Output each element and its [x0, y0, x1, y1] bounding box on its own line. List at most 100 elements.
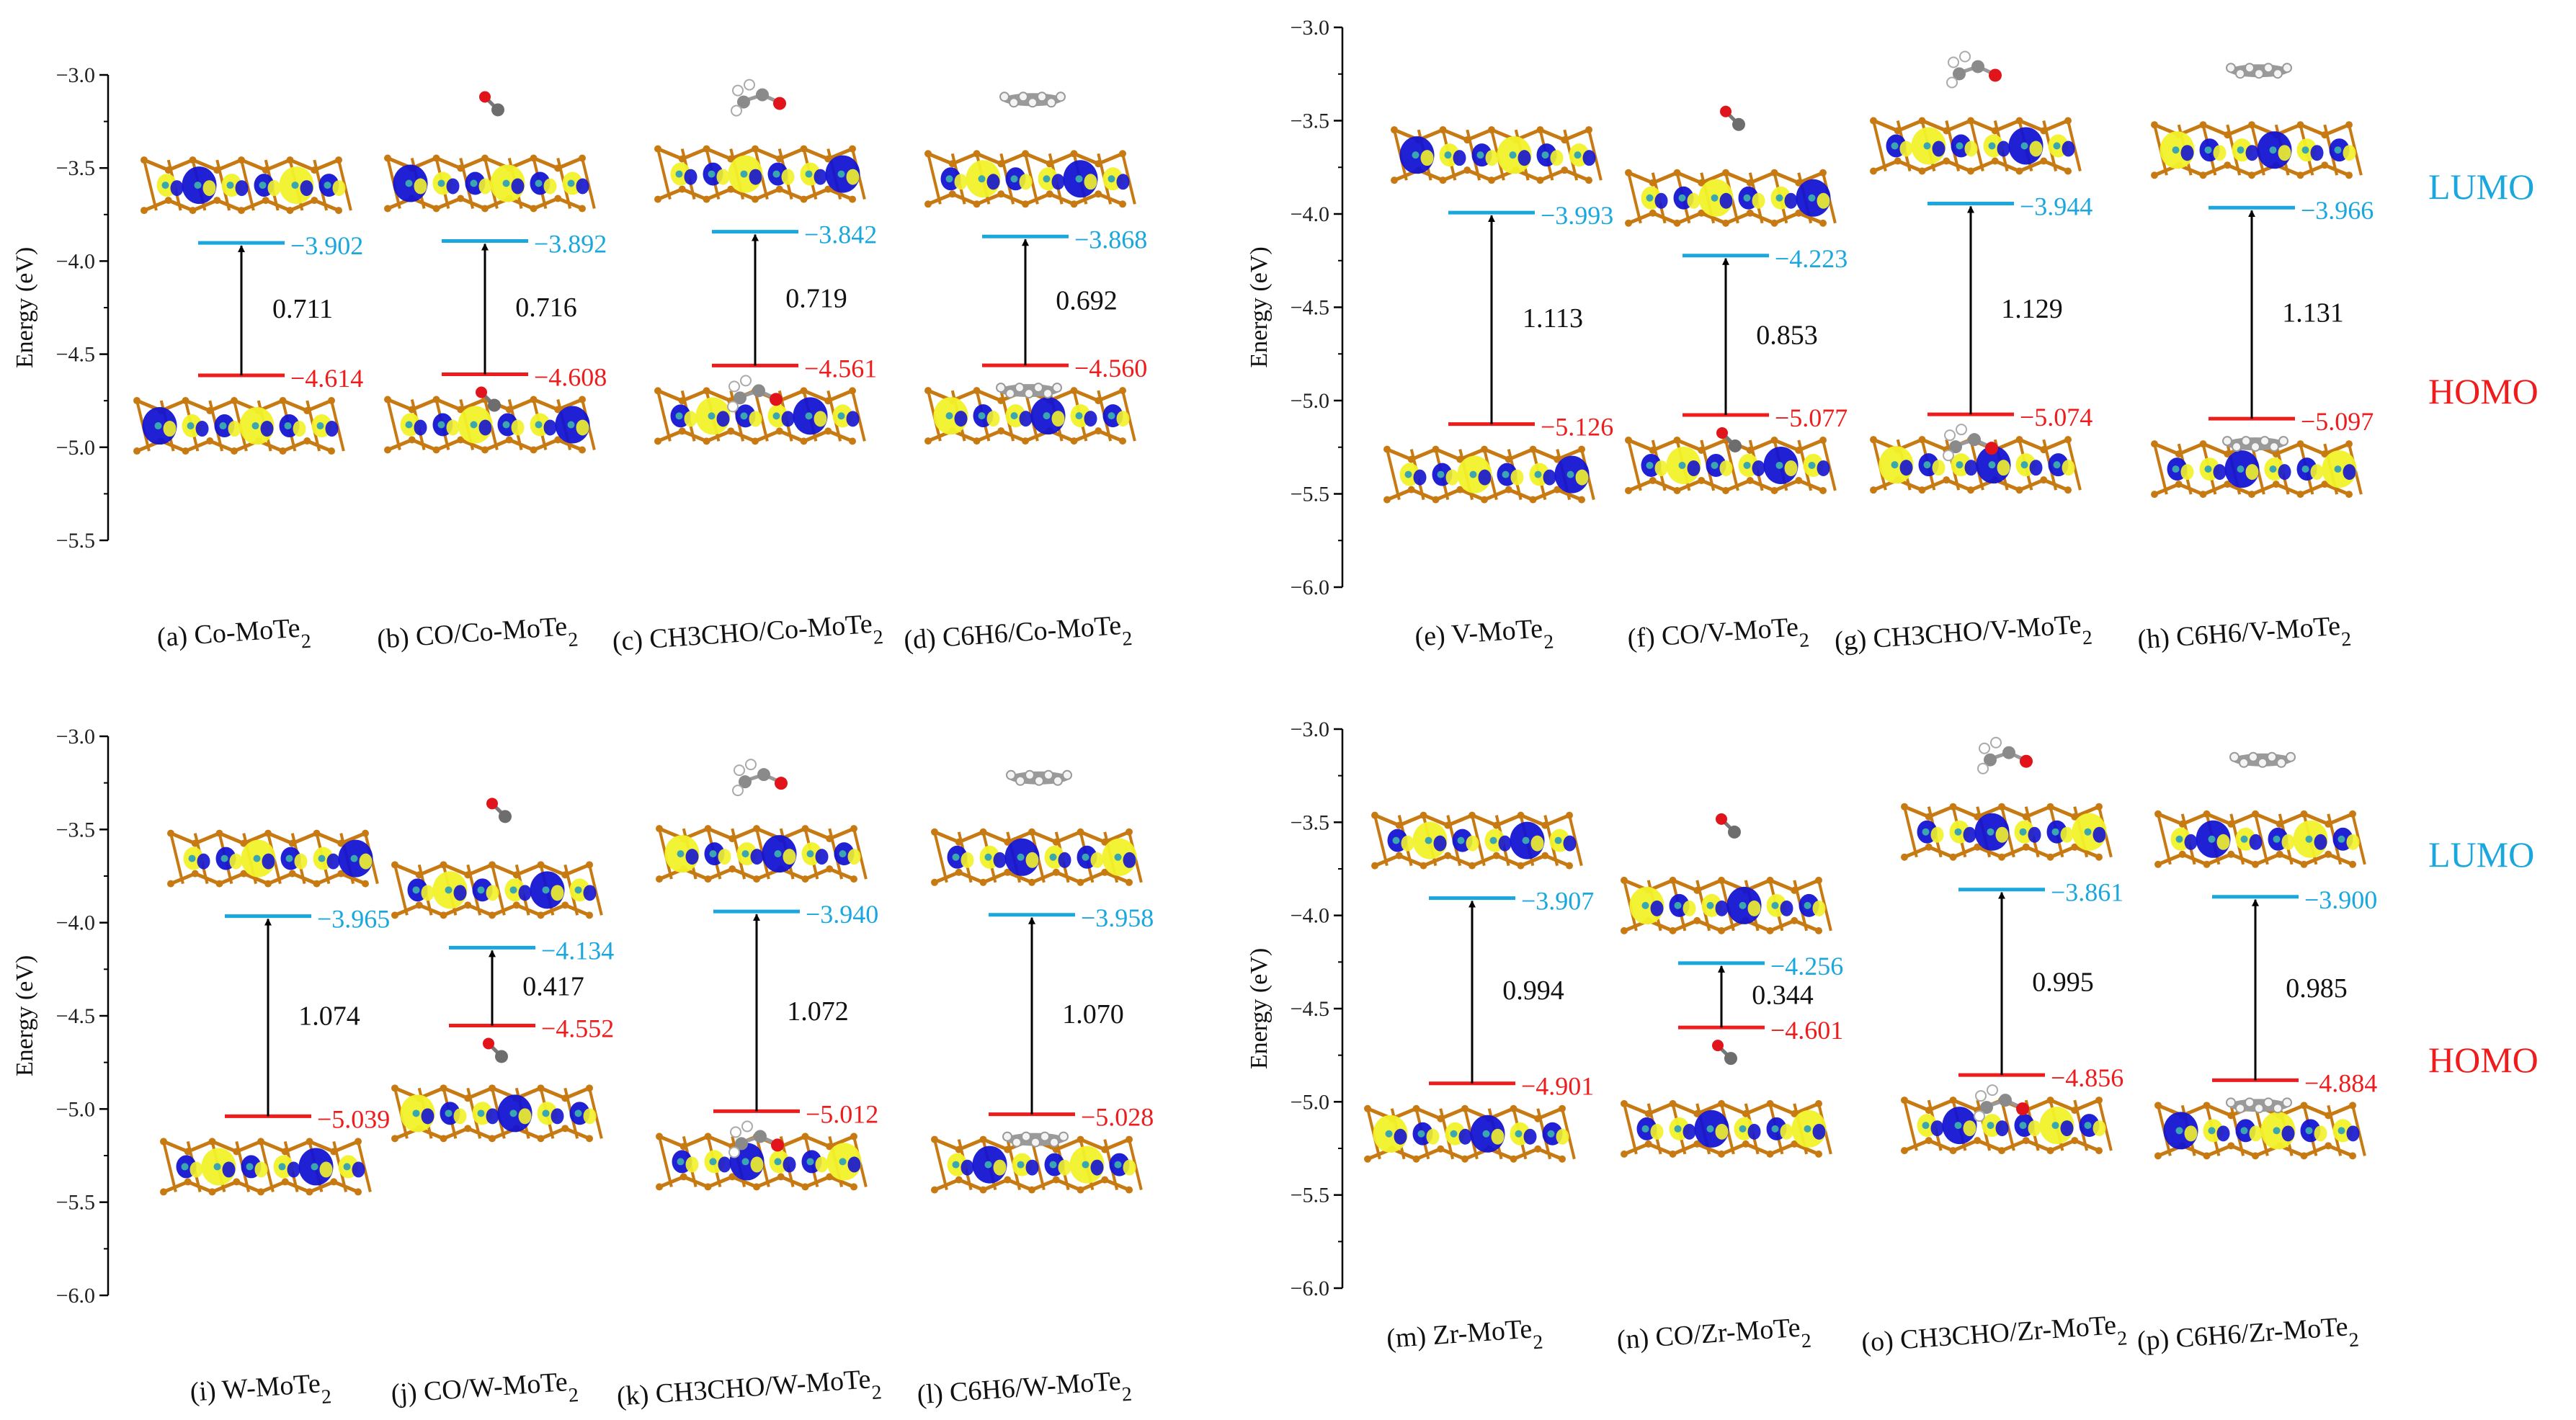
- y-tick-label: −3.5: [1291, 110, 1329, 133]
- y-tick-label: −3.0: [56, 725, 95, 749]
- system-caption: (a) Co-MoTe2: [156, 612, 312, 663]
- panel-bottom-right: −3.0 −3.5 −4.0 −4.5 −5.0 −5.5 −6.0 Energy (eV) −…: [1246, 718, 2377, 1366]
- lumo-orbital-slab: [924, 150, 1136, 208]
- gap-value-label: 0.719: [785, 283, 847, 313]
- system-4: −3.900 −4.884 0.985 (p) C6H6/Zr-MoTe2: [2136, 751, 2377, 1366]
- lumo-orbital-slab: [391, 861, 603, 919]
- lumo-orbital-slab: [1391, 126, 1603, 184]
- adsorbate-lumo-molecule: [1946, 50, 2002, 89]
- y-tick-label: −4.0: [1291, 202, 1329, 226]
- homo-orbital-slab: [133, 397, 345, 455]
- lumo-orbital-slab: [1901, 803, 2113, 861]
- lumo-value-label: −3.940: [806, 900, 878, 929]
- system-caption: (c) CH3CHO/Co-MoTe2: [611, 608, 883, 667]
- y-axis-title: Energy (eV): [1246, 246, 1273, 367]
- homo-orbital-slab: [391, 1084, 603, 1143]
- homo-value-label: −5.077: [1775, 403, 1848, 432]
- adsorbate-homo-molecule: [1002, 1131, 1069, 1148]
- system-caption: (i) W-MoTe2: [189, 1367, 332, 1417]
- y-tick-label: −4.5: [56, 1004, 95, 1028]
- legend-homo-label-lower: HOMO: [2428, 1040, 2539, 1080]
- adsorbate-homo-molecule: [996, 383, 1062, 399]
- adsorbate-homo-molecule: [727, 375, 783, 413]
- homo-value-label: −4.884: [2304, 1068, 2377, 1097]
- system-caption: (p) C6H6/Zr-MoTe2: [2136, 1310, 2360, 1366]
- homo-orbital-slab: [384, 396, 596, 454]
- y-tick-label: −5.5: [1291, 1184, 1329, 1207]
- system-caption: (n) CO/Zr-MoTe2: [1615, 1312, 1811, 1365]
- adsorbate-lumo-molecule: [1006, 769, 1072, 786]
- system-caption: (l) C6H6/W-MoTe2: [916, 1365, 1133, 1420]
- homo-orbital-slab: [1383, 445, 1595, 504]
- homo-value-label: −5.097: [2301, 407, 2374, 436]
- adsorbate-lumo-molecule: [1716, 813, 1741, 839]
- lumo-orbital-slab: [384, 154, 596, 213]
- lumo-orbital-slab: [141, 156, 352, 215]
- y-tick-label: −3.0: [1291, 16, 1329, 40]
- system-caption: (e) V-MoTe2: [1414, 612, 1554, 662]
- system-2: −3.892 −4.608 0.716 (b) CO/Co-MoTe2: [376, 91, 607, 655]
- homo-value-label: −5.126: [1541, 413, 1613, 442]
- lumo-value-label: −3.965: [317, 905, 390, 934]
- y-tick-label: −6.0: [56, 1284, 95, 1308]
- homo-value-label: −4.601: [1770, 1016, 1843, 1045]
- system-caption: (g) CH3CHO/V-MoTe2: [1834, 609, 2093, 666]
- homo-orbital-slab: [1625, 436, 1837, 494]
- homo-orbital-slab: [656, 1133, 868, 1191]
- homo-value-label: −5.012: [806, 1099, 878, 1128]
- y-tick-label: −4.0: [56, 911, 95, 935]
- y-tick-label: −5.0: [1291, 389, 1329, 413]
- gap-value-label: 1.129: [2001, 294, 2063, 324]
- gap-value-label: 1.072: [787, 996, 849, 1027]
- homo-value-label: −5.028: [1081, 1103, 1154, 1132]
- adsorbate-homo-molecule: [728, 1120, 784, 1158]
- system-1: −3.965 −5.039 1.074 (i) W-MoTe2: [160, 829, 390, 1417]
- lumo-value-label: −3.900: [2304, 885, 2377, 914]
- legend-homo-label: HOMO: [2428, 371, 2539, 411]
- gap-value-label: 0.995: [2032, 967, 2094, 997]
- system-3: −3.842 −4.561 0.719 (c) CH3CHO/Co-MoTe2: [611, 79, 884, 667]
- system-caption: (h) C6H6/V-MoTe2: [2136, 610, 2352, 665]
- adsorbate-lumo-molecule: [1720, 105, 1745, 131]
- lumo-value-label: −3.892: [534, 229, 607, 258]
- system-1: −3.902 −4.614 0.711 (a) Co-MoTe2: [133, 156, 363, 663]
- homo-orbital-slab: [1364, 1104, 1576, 1163]
- gap-value-label: 1.070: [1062, 999, 1124, 1030]
- lumo-orbital-slab: [2151, 121, 2363, 179]
- adsorbate-homo-molecule: [483, 1037, 508, 1063]
- system-caption: (j) CO/W-MoTe2: [390, 1366, 579, 1419]
- legend-lumo-label: LUMO: [2428, 166, 2534, 207]
- lumo-value-label: −3.993: [1541, 201, 1613, 230]
- gap-value-label: 0.711: [272, 294, 333, 324]
- gap-value-label: 0.985: [2286, 973, 2348, 1004]
- y-axis-title: Energy (eV): [1246, 948, 1273, 1069]
- y-tick-label: −5.5: [56, 529, 95, 553]
- homo-value-label: −5.074: [2020, 403, 2093, 432]
- y-axis-title: Energy (eV): [12, 955, 38, 1076]
- lumo-value-label: −3.944: [2020, 192, 2093, 220]
- adsorbate-lumo-molecule: [2229, 751, 2296, 768]
- homo-value-label: −4.608: [534, 363, 607, 392]
- gap-value-label: 0.716: [515, 293, 577, 323]
- homo-orbital-slab: [160, 1138, 372, 1196]
- y-tick-label: −5.0: [56, 436, 95, 460]
- system-1: −3.907 −4.901 0.994 (m) Zr-MoTe2: [1364, 811, 1594, 1354]
- system-2: −4.223 −5.077 0.853 (f) CO/V-MoTe2: [1625, 105, 1848, 654]
- y-tick-label: −3.5: [56, 156, 95, 180]
- y-tick-label: −4.0: [1291, 904, 1329, 928]
- lumo-value-label: −3.868: [1074, 225, 1147, 254]
- lumo-orbital-slab: [931, 828, 1143, 886]
- system-3: −3.944 −5.074 1.129 (g) CH3CHO/V-MoTe2: [1834, 50, 2093, 666]
- adsorbate-homo-molecule: [476, 386, 501, 412]
- homo-value-label: −4.561: [804, 354, 877, 383]
- homo-value-label: −5.039: [317, 1104, 390, 1133]
- system-3: −3.940 −5.012 1.072 (k) CH3CHO/W-MoTe2: [616, 759, 883, 1420]
- lumo-orbital-slab: [1870, 117, 2082, 175]
- gap-value-label: 0.994: [1502, 975, 1564, 1006]
- homo-orbital-slab: [931, 1135, 1143, 1194]
- y-tick-label: −3.5: [1291, 811, 1329, 834]
- panel-top-left: −3.0 −3.5 −4.0 −4.5 −5.0 −5.5 Energy (eV) −3.90…: [12, 63, 1147, 667]
- adsorbate-lumo-molecule: [479, 91, 504, 117]
- lumo-value-label: −4.134: [541, 936, 614, 965]
- system-caption: (k) CH3CHO/W-MoTe2: [616, 1363, 883, 1420]
